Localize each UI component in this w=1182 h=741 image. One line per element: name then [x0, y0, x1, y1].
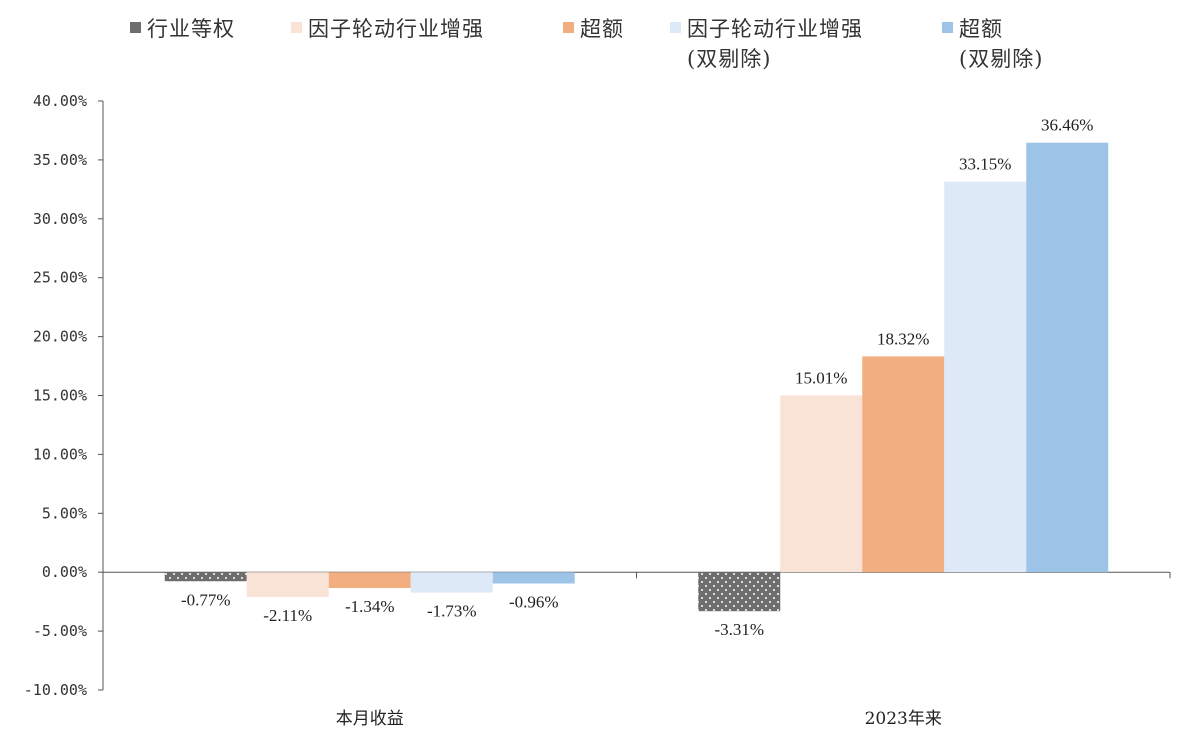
y-tick-label: 35.00% — [33, 151, 87, 169]
data-label: 36.46% — [1041, 116, 1093, 135]
bar — [944, 181, 1027, 573]
data-label: 18.32% — [877, 329, 929, 348]
data-label: 15.01% — [795, 368, 847, 387]
data-label: -1.73% — [427, 602, 477, 621]
y-tick-label: -10.00% — [24, 681, 87, 699]
y-tick-label: -5.00% — [33, 622, 87, 640]
bar — [246, 572, 329, 598]
legend-swatch-3 — [670, 22, 681, 33]
bar — [492, 572, 575, 584]
bar — [1026, 142, 1109, 573]
legend-item-1: 因子轮动行业增强 — [291, 14, 484, 44]
y-tick-label: 0.00% — [42, 563, 87, 581]
bar — [164, 572, 247, 582]
legend-label-3: 因子轮动行业增强 (双剔除) — [687, 17, 863, 71]
bar — [410, 572, 493, 593]
legend-item-4: 超额 (双剔除) — [942, 14, 1043, 74]
legend-swatch-4 — [942, 22, 953, 33]
legend-label-2: 超额 — [580, 17, 624, 41]
legend-label-0: 行业等权 — [147, 17, 235, 41]
bar — [862, 356, 945, 573]
y-tick-label: 5.00% — [42, 504, 87, 522]
bar — [698, 572, 781, 612]
data-label: -0.77% — [181, 590, 231, 609]
y-tick-label: 30.00% — [33, 210, 87, 228]
legend-swatch-0 — [130, 22, 141, 33]
legend-item-2: 超额 — [563, 14, 624, 44]
y-tick-label: 10.00% — [33, 445, 87, 463]
y-tick-label: 25.00% — [33, 269, 87, 287]
bar — [780, 395, 863, 573]
legend-item-0: 行业等权 — [130, 14, 235, 44]
legend-label-4: 超额 (双剔除) — [959, 17, 1044, 71]
data-label: -0.96% — [509, 593, 559, 612]
data-label: -2.11% — [263, 606, 312, 625]
y-tick-label: 20.00% — [33, 328, 87, 346]
data-label: -1.34% — [345, 597, 395, 616]
y-tick-label: 15.00% — [33, 387, 87, 405]
legend-item-3: 因子轮动行业增强 (双剔除) — [670, 14, 863, 74]
x-category-label: 2023年来 — [865, 709, 942, 729]
y-tick-label: 40.00% — [33, 92, 87, 110]
legend-swatch-2 — [563, 22, 574, 33]
chart-legend: 行业等权 因子轮动行业增强 超额 因子轮动行业增强 (双剔除) 超额 (双剔除) — [0, 0, 1182, 90]
data-label: 33.15% — [959, 155, 1011, 174]
x-category-label: 本月收益 — [336, 709, 404, 729]
bar — [328, 572, 411, 588]
legend-label-1: 因子轮动行业增强 — [308, 17, 484, 41]
data-label: -3.31% — [714, 620, 764, 639]
legend-swatch-1 — [291, 22, 302, 33]
